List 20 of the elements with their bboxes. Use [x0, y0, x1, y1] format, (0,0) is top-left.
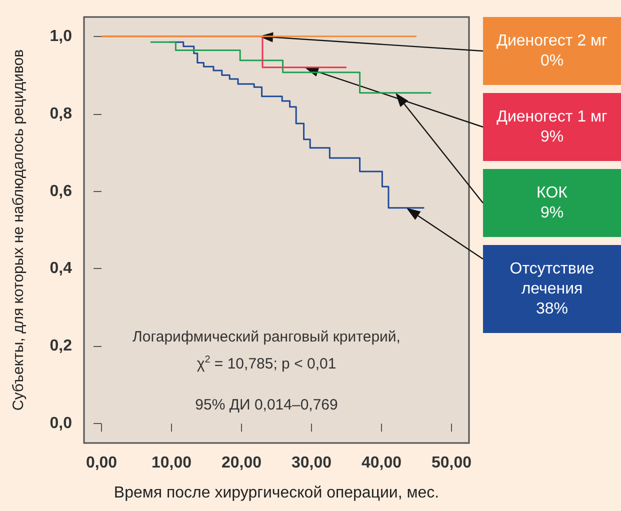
- annotation: Логарифмический ранговый критерий,: [132, 328, 400, 346]
- y-tick-label: 0,8: [50, 105, 72, 122]
- y-axis-title: Субъекты, для которых не наблюдалось рецидивов: [10, 49, 27, 411]
- x-tick-label: 20,00: [221, 454, 262, 472]
- x-tick-label: 50,00: [431, 454, 472, 472]
- text: Диеногест 1 мг 9%: [496, 108, 608, 146]
- text: Диеногест 2 мг 0%: [496, 32, 608, 70]
- y-tick-label: 0,4: [50, 260, 72, 278]
- y-tick-label: 0,6: [50, 182, 72, 200]
- x-tick-label: 30,00: [291, 454, 332, 472]
- y-tick-label: 1,0: [50, 28, 72, 45]
- x-tick-label: 10,00: [151, 454, 192, 472]
- text: КОК 9%: [536, 184, 568, 222]
- y-tick-label: 0,0: [50, 415, 72, 432]
- x-axis-title: Время после хирургической операции, мес.: [114, 484, 440, 502]
- text: Отсутствие лечения 38%: [510, 260, 594, 318]
- y-tick-label: 0,2: [50, 338, 72, 355]
- annotation: 95% ДИ 0,014–0,769: [195, 396, 338, 414]
- x-tick-label: 0,00: [86, 454, 118, 472]
- x-tick-label: 40,00: [361, 454, 402, 472]
